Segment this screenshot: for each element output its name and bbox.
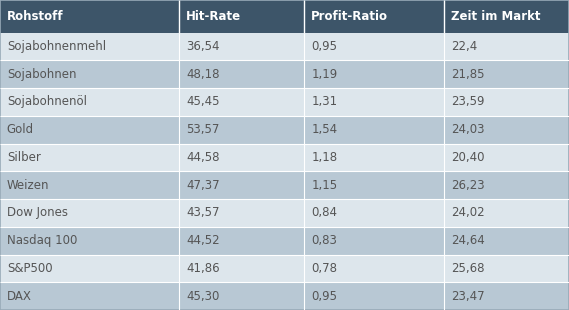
Bar bbox=[0, 255, 569, 282]
Text: 53,57: 53,57 bbox=[186, 123, 220, 136]
Text: 41,86: 41,86 bbox=[186, 262, 220, 275]
Text: 1,18: 1,18 bbox=[311, 151, 337, 164]
Text: 0,95: 0,95 bbox=[311, 40, 337, 53]
Bar bbox=[0, 60, 569, 88]
Text: 20,40: 20,40 bbox=[451, 151, 484, 164]
Bar bbox=[0, 0, 569, 33]
Bar bbox=[0, 227, 569, 255]
Text: 45,45: 45,45 bbox=[186, 95, 220, 108]
Text: 48,18: 48,18 bbox=[186, 68, 220, 81]
Text: 1,19: 1,19 bbox=[311, 68, 337, 81]
Text: 1,31: 1,31 bbox=[311, 95, 337, 108]
Text: Sojabohnen: Sojabohnen bbox=[7, 68, 76, 81]
Text: 0,78: 0,78 bbox=[311, 262, 337, 275]
Text: Sojabohnenmehl: Sojabohnenmehl bbox=[7, 40, 106, 53]
Text: 44,52: 44,52 bbox=[186, 234, 220, 247]
Text: Sojabohnenöl: Sojabohnenöl bbox=[7, 95, 87, 108]
Text: Profit-Ratio: Profit-Ratio bbox=[311, 10, 388, 23]
Text: 0,95: 0,95 bbox=[311, 290, 337, 303]
Text: Silber: Silber bbox=[7, 151, 41, 164]
Text: 47,37: 47,37 bbox=[186, 179, 220, 192]
Text: 25,68: 25,68 bbox=[451, 262, 484, 275]
Text: Zeit im Markt: Zeit im Markt bbox=[451, 10, 540, 23]
Text: 0,83: 0,83 bbox=[311, 234, 337, 247]
Text: Gold: Gold bbox=[7, 123, 34, 136]
Text: 24,03: 24,03 bbox=[451, 123, 484, 136]
Text: 45,30: 45,30 bbox=[186, 290, 220, 303]
Bar bbox=[0, 33, 569, 60]
Text: 24,64: 24,64 bbox=[451, 234, 484, 247]
Text: 24,02: 24,02 bbox=[451, 206, 484, 219]
Text: 21,85: 21,85 bbox=[451, 68, 484, 81]
Text: Weizen: Weizen bbox=[7, 179, 50, 192]
Text: 26,23: 26,23 bbox=[451, 179, 484, 192]
Text: 23,59: 23,59 bbox=[451, 95, 484, 108]
Text: DAX: DAX bbox=[7, 290, 32, 303]
Text: Rohstoff: Rohstoff bbox=[7, 10, 64, 23]
Text: S&P500: S&P500 bbox=[7, 262, 52, 275]
Text: Nasdaq 100: Nasdaq 100 bbox=[7, 234, 77, 247]
Text: 36,54: 36,54 bbox=[186, 40, 220, 53]
Text: 43,57: 43,57 bbox=[186, 206, 220, 219]
Text: Hit-Rate: Hit-Rate bbox=[186, 10, 241, 23]
Text: 0,84: 0,84 bbox=[311, 206, 337, 219]
Text: 1,54: 1,54 bbox=[311, 123, 337, 136]
Text: 22,4: 22,4 bbox=[451, 40, 477, 53]
Bar bbox=[0, 199, 569, 227]
Text: 1,15: 1,15 bbox=[311, 179, 337, 192]
Bar bbox=[0, 88, 569, 116]
Text: 44,58: 44,58 bbox=[186, 151, 220, 164]
Bar bbox=[0, 116, 569, 144]
Text: 23,47: 23,47 bbox=[451, 290, 484, 303]
Text: Dow Jones: Dow Jones bbox=[7, 206, 68, 219]
Bar bbox=[0, 282, 569, 310]
Bar bbox=[0, 144, 569, 171]
Bar bbox=[0, 171, 569, 199]
